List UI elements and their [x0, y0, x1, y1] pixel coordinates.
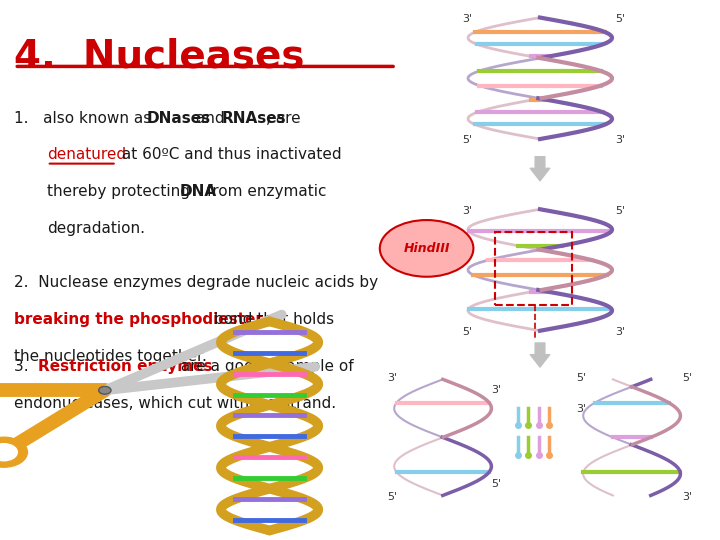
- Circle shape: [0, 444, 17, 461]
- Bar: [495, 232, 572, 305]
- Text: endonucleases, which cut within a strand.: endonucleases, which cut within a strand…: [14, 396, 336, 411]
- Text: 3': 3': [616, 136, 626, 145]
- Text: 3': 3': [463, 206, 473, 215]
- Text: 3': 3': [463, 14, 473, 24]
- Text: Restriction enzymes: Restriction enzymes: [38, 359, 212, 374]
- Text: 4.  Nucleases: 4. Nucleases: [14, 38, 305, 76]
- Text: are a good example of: are a good example of: [176, 359, 354, 374]
- Text: 5': 5': [491, 480, 502, 489]
- Text: degradation.: degradation.: [47, 221, 145, 236]
- Text: 5': 5': [387, 492, 397, 502]
- Text: at 60ºC and thus inactivated: at 60ºC and thus inactivated: [117, 147, 341, 163]
- Text: 5': 5': [463, 136, 473, 145]
- Text: 3': 3': [576, 404, 586, 414]
- Text: breaking the phosphodiester: breaking the phosphodiester: [14, 312, 264, 327]
- Circle shape: [0, 437, 27, 467]
- Circle shape: [99, 387, 111, 394]
- Text: 3': 3': [616, 327, 626, 337]
- Text: bond that holds: bond that holds: [209, 312, 334, 327]
- Text: RNAses: RNAses: [222, 111, 287, 126]
- Text: and: and: [191, 111, 229, 126]
- Text: , are: , are: [266, 111, 301, 126]
- Text: 3': 3': [387, 373, 397, 383]
- Text: 5': 5': [616, 14, 626, 24]
- Text: 5': 5': [616, 206, 626, 215]
- Text: thereby protecting: thereby protecting: [47, 184, 194, 199]
- Text: DNases: DNases: [146, 111, 210, 126]
- FancyArrowPatch shape: [530, 343, 550, 367]
- Text: 5': 5': [463, 327, 473, 337]
- Text: 1.   also known as: 1. also known as: [14, 111, 156, 126]
- Text: from enzymatic: from enzymatic: [202, 184, 327, 199]
- Text: DNA: DNA: [179, 184, 217, 199]
- Text: HindIII: HindIII: [403, 242, 450, 255]
- Text: 3.: 3.: [14, 359, 39, 374]
- Text: 5': 5': [576, 373, 586, 383]
- Text: 2.  Nuclease enzymes degrade nucleic acids by: 2. Nuclease enzymes degrade nucleic acid…: [14, 275, 379, 291]
- Text: denatured: denatured: [47, 147, 126, 163]
- Text: the nucleotides together.: the nucleotides together.: [14, 349, 207, 364]
- Text: 3': 3': [683, 492, 693, 502]
- Text: 5': 5': [683, 373, 693, 383]
- Text: 3': 3': [491, 385, 502, 395]
- Ellipse shape: [380, 220, 474, 276]
- FancyArrowPatch shape: [530, 157, 550, 181]
